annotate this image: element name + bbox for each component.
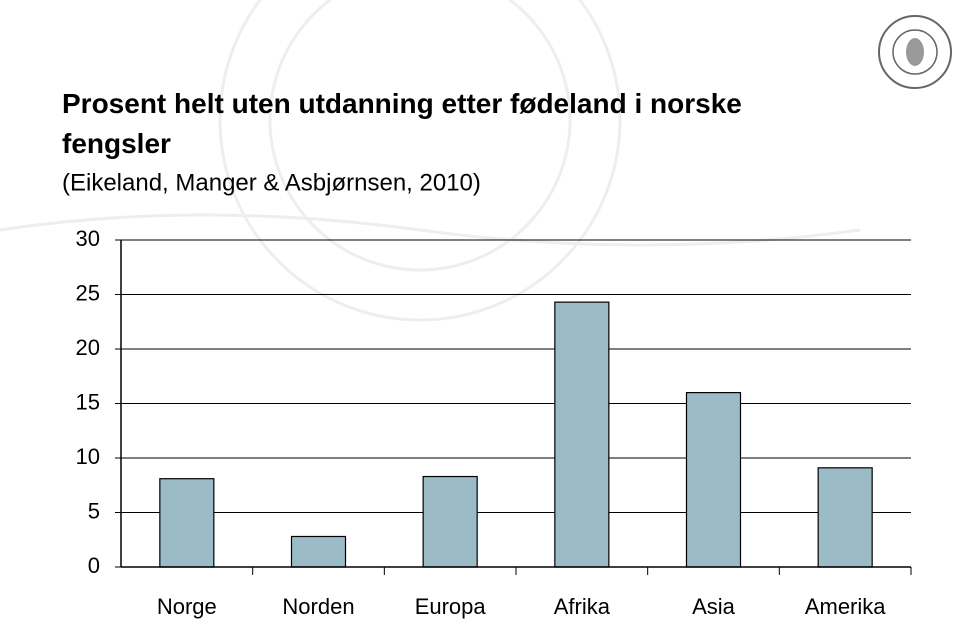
y-tick-label: 25 — [76, 280, 100, 305]
y-tick-label: 30 — [76, 226, 100, 251]
y-tick-label: 0 — [88, 553, 100, 578]
bar — [422, 475, 478, 568]
y-tick-label: 15 — [76, 389, 100, 414]
background-ornament — [0, 0, 861, 322]
x-tick-label: Amerika — [805, 594, 886, 619]
bar — [554, 301, 610, 568]
x-tick-label: Asia — [692, 594, 736, 619]
logo — [878, 15, 952, 89]
bar — [817, 467, 873, 568]
y-tick-label: 20 — [76, 335, 100, 360]
bar — [685, 392, 742, 568]
chart-title: Prosent helt uten utdanning etter fødela… — [62, 88, 742, 159]
x-tick-label: Norden — [282, 594, 354, 619]
bar — [290, 535, 347, 568]
x-tick-label: Europa — [415, 594, 487, 619]
bar — [159, 478, 215, 568]
chart-subtitle: (Eikeland, Manger & Asbjørnsen, 2010) — [62, 169, 481, 196]
y-tick-label: 10 — [76, 444, 100, 469]
x-tick-label: Norge — [157, 594, 217, 619]
x-tick-label: Afrika — [554, 594, 611, 619]
y-tick-label: 5 — [88, 498, 100, 523]
